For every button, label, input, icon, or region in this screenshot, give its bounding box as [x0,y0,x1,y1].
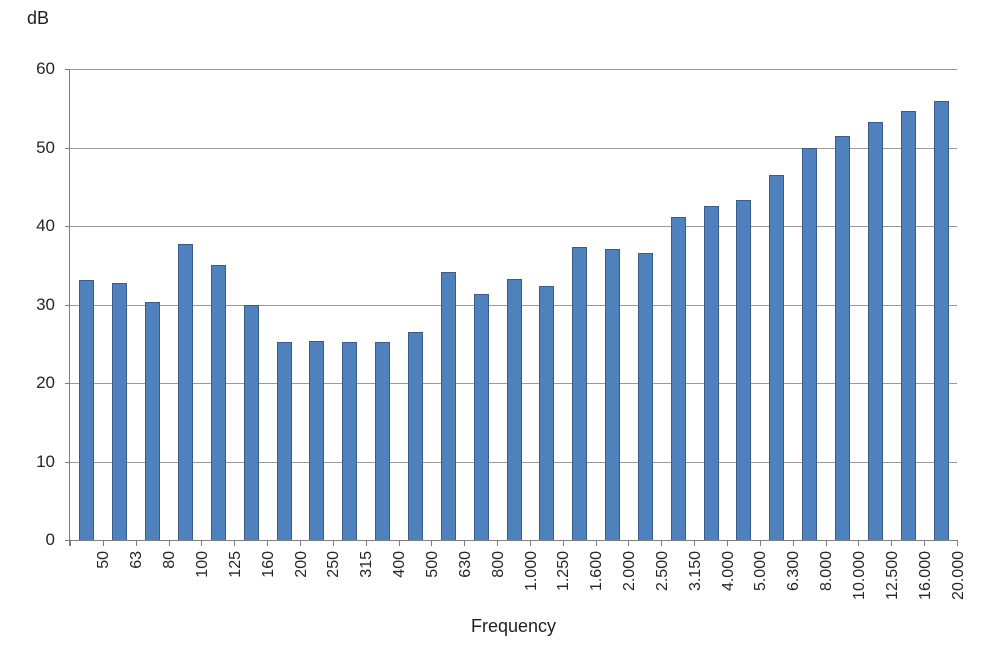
bar [670,216,686,540]
x-tick [399,540,400,546]
x-tick [924,540,925,546]
y-tick [65,226,70,227]
plot-area [70,69,957,540]
bar [144,302,160,540]
bar [276,342,292,540]
bar [538,285,554,540]
y-tick [65,69,70,70]
y-tick-label: 40 [36,216,55,235]
y-tick-label: 0 [45,530,55,549]
bar [768,174,784,540]
x-tick [267,540,268,546]
bar [571,247,587,540]
x-tick [858,540,859,546]
bar [243,304,259,540]
gridline [70,226,957,227]
y-axis-line [69,69,70,546]
bar [341,342,357,540]
bar [78,280,94,540]
gridline [70,69,957,70]
y-tick-label: 10 [36,451,55,471]
y-tick [65,383,70,384]
y-tick-label: 50 [36,137,55,157]
x-tick [793,540,794,546]
bar [933,101,949,540]
bar [308,340,324,540]
bar [637,253,653,540]
x-tick [628,540,629,546]
x-axis-line [69,540,957,541]
bar [440,272,456,540]
x-tick [300,540,301,546]
x-tick [727,540,728,546]
x-tick [661,540,662,546]
y-tick [65,304,70,306]
y-tick-label: 60 [36,59,55,78]
x-tick [563,540,564,546]
bar [834,135,850,540]
x-tick [826,540,827,546]
bar [506,278,522,540]
bar [177,244,193,540]
x-tick [530,540,531,546]
bar [900,111,916,540]
x-tick [366,540,367,546]
bar [407,331,423,540]
bar [604,248,620,540]
bar [801,147,817,540]
x-tick [234,540,235,546]
x-tick [760,540,761,546]
bar [111,282,127,540]
x-tick [891,540,892,546]
y-tick [65,147,70,149]
bar [703,206,719,540]
x-tick [136,540,137,546]
bar [210,265,226,540]
y-axis-title: dB [27,8,50,28]
x-tick [694,540,695,546]
bar [374,342,390,540]
x-tick [596,540,597,546]
y-tick-label: 20 [36,373,55,392]
x-tick [201,540,202,546]
x-tick [70,540,71,546]
x-tick [497,540,498,546]
x-tick [431,540,432,546]
bar [473,294,489,540]
y-tick [65,540,70,541]
x-tick [169,540,170,546]
x-tick [103,540,104,546]
bar [735,200,751,540]
y-tick [65,461,70,463]
x-tick [464,540,465,546]
y-tick-label: 30 [36,294,55,314]
gridline [70,147,957,149]
x-axis-title: Frequency [470,616,557,636]
x-tick [333,540,334,546]
x-tick [957,540,958,546]
bar [867,122,883,540]
